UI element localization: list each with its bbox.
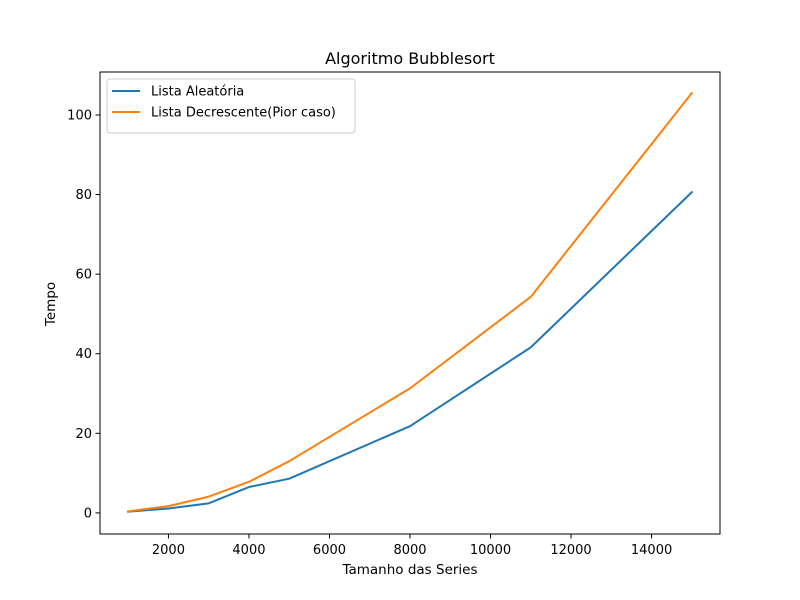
legend-box: [106, 78, 356, 134]
y-tick-label: 60: [75, 268, 92, 283]
y-tick-label: 100: [67, 108, 92, 123]
x-tick-label: 2000: [152, 543, 185, 558]
series-line-2: [127, 91, 694, 513]
y-tick-label: 0: [84, 506, 92, 521]
legend-label-2: Lista Decrescente(Pior caso): [151, 106, 336, 121]
y-tick-label: 40: [75, 347, 92, 362]
x-tick-label: 14000: [631, 543, 672, 558]
legend: Lista Aleatória Lista Decrescente(Pior ca…: [106, 78, 356, 134]
x-tick-label: 12000: [550, 543, 591, 558]
axis-ticks: 2000 4000 6000 8000 10000 12000 14000 0 20 40 60 80…: [67, 108, 672, 558]
chart-title: Algoritmo Bubblesort: [325, 49, 495, 68]
x-tick-label: 4000: [232, 543, 265, 558]
y-tick-label: 20: [75, 427, 92, 442]
x-tick-label: 10000: [470, 543, 511, 558]
y-tick-label: 80: [75, 188, 92, 203]
y-axis-label: Tempo: [43, 282, 59, 327]
series-line-1: [127, 190, 694, 513]
legend-label-1: Lista Aleatória: [151, 85, 244, 100]
x-axis-label: Tamanho das Series: [341, 562, 477, 578]
x-tick-label: 8000: [393, 543, 426, 558]
x-tick-label: 6000: [313, 543, 346, 558]
